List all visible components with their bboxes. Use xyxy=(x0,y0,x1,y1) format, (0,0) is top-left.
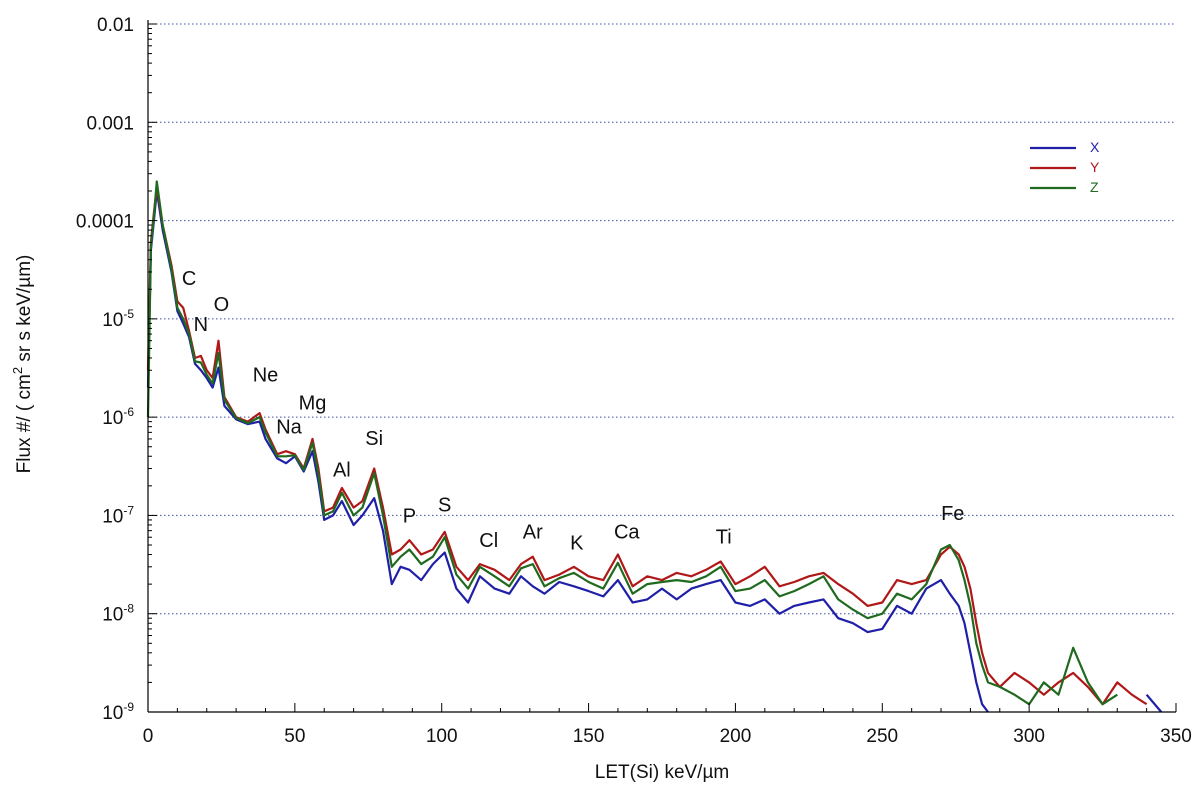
annotation-k: K xyxy=(570,533,584,555)
y-tick-label: 0.001 xyxy=(86,113,134,134)
annotation-o: O xyxy=(214,294,230,316)
annotation-si: Si xyxy=(365,428,383,450)
y-tick-label: 10-6 xyxy=(102,405,134,429)
annotation-mg: Mg xyxy=(299,392,327,414)
series-layer xyxy=(146,180,1163,713)
grid-lines xyxy=(148,23,1176,615)
x-tick-label: 150 xyxy=(573,726,605,747)
annotation-cl: Cl xyxy=(479,530,498,552)
annotation-p: P xyxy=(403,505,416,527)
annotation-al: Al xyxy=(333,459,351,481)
y-tick-label: 10-9 xyxy=(102,700,134,724)
axes xyxy=(147,20,1177,713)
x-tick-label: 200 xyxy=(720,726,752,747)
annotation-ar: Ar xyxy=(523,522,543,544)
legend: XYZ xyxy=(1030,139,1100,195)
x-tick-label: 250 xyxy=(866,726,898,747)
annotation-n: N xyxy=(194,314,208,336)
y-axis-label-sup: 2 xyxy=(10,367,25,374)
annotation-fe: Fe xyxy=(941,503,964,525)
annotation-ti: Ti xyxy=(716,526,732,548)
y-axis-label-prefix: Flux #/ ( cm xyxy=(14,374,35,473)
y-tick-label: 10-8 xyxy=(102,602,134,626)
y-axis-label: Flux #/ ( cm2 sr s keV/µm) xyxy=(10,255,35,474)
x-axis-label: LET(Si) keV/µm xyxy=(595,762,729,783)
annotation-ne: Ne xyxy=(253,365,279,387)
annotation-ca: Ca xyxy=(614,522,640,544)
annotation-na: Na xyxy=(276,417,302,439)
annotation-s: S xyxy=(438,494,451,516)
legend-label-x: X xyxy=(1090,139,1100,155)
y-axis-label-suffix: sr s keV/µm) xyxy=(14,255,35,367)
x-tick-label: 0 xyxy=(143,726,154,747)
x-tick-label: 300 xyxy=(1013,726,1045,747)
y-tick-label: 0.0001 xyxy=(76,212,134,233)
x-tick-labels: 0 50 100 150 200 250 300 350 xyxy=(143,726,1192,747)
y-tick-labels: 10-9 10-8 10-7 10-6 10-5 0.0001 0.001 0.01 xyxy=(76,15,134,724)
legend-label-z: Z xyxy=(1090,179,1099,195)
series-line-x xyxy=(146,189,1163,713)
series-line-z xyxy=(146,180,1118,706)
legend-label-y: Y xyxy=(1090,159,1100,175)
element-annotations: C NO Ne Na Mg Al Si PS Cl Ar K Ca Ti Fe xyxy=(182,268,965,554)
series-line-y xyxy=(146,185,1148,706)
x-tick-label: 50 xyxy=(284,726,305,747)
x-tick-label: 350 xyxy=(1160,726,1192,747)
y-tick-label: 0.01 xyxy=(97,15,134,36)
y-tick-label: 10-5 xyxy=(102,307,134,331)
x-tick-label: 100 xyxy=(426,726,458,747)
y-tick-label: 10-7 xyxy=(102,503,134,527)
annotation-c: C xyxy=(182,268,196,290)
